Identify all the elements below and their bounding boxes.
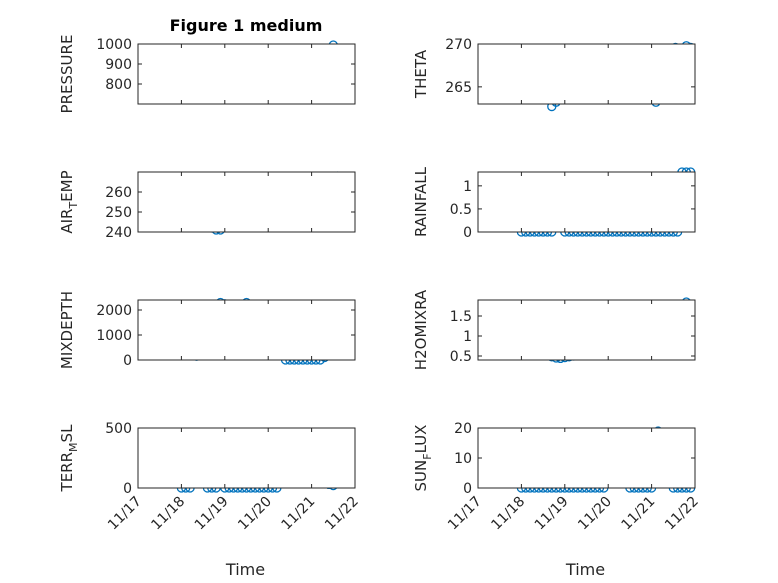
y-axis-label: PRESSURE <box>58 35 76 114</box>
y-axis-label: RAINFALL <box>412 166 430 237</box>
x-tick-label: 11/22 <box>662 494 702 534</box>
figure-title: Figure 1 medium <box>170 16 323 35</box>
y-tick-label: 1000 <box>96 37 132 53</box>
y-tick-label: 500 <box>105 421 132 437</box>
y-tick-label: 250 <box>105 205 132 221</box>
axes-frame <box>137 43 356 105</box>
axes-frame <box>477 299 696 361</box>
y-tick-label: 0 <box>463 225 472 241</box>
y-axis-label: THETA <box>412 49 430 99</box>
y-tick-label: 10 <box>454 451 472 467</box>
subplot-theta: 265 270 THETA <box>412 37 696 112</box>
y-tick-label: 1.5 <box>450 309 472 325</box>
y-tick-label: 0 <box>123 481 132 497</box>
axes-frame <box>477 43 696 105</box>
axes-frame <box>477 171 696 233</box>
y-tick-label: 240 <box>105 225 132 241</box>
y-tick-label: 2000 <box>96 303 132 319</box>
y-tick-label: 270 <box>445 37 472 53</box>
x-axis-label: Time <box>225 560 265 579</box>
x-tick-label: 11/22 <box>322 494 362 534</box>
y-axis-label: H2OMIXRA <box>412 289 430 370</box>
x-tick-label: 11/17 <box>445 494 485 534</box>
subplot-mixdepth: 0 1000 2000 MIXDEPTH <box>58 291 356 369</box>
x-axis-label: Time <box>565 560 605 579</box>
x-tick-label: 11/18 <box>148 494 188 534</box>
x-tick-label: 11/21 <box>279 494 319 534</box>
x-tick-label: 11/18 <box>488 494 528 534</box>
y-axis-label: TERRMSL <box>58 424 80 493</box>
y-tick-label: 900 <box>105 57 132 73</box>
subplot-terr-msl: 0 500 11/17 11/18 11/19 11/20 11/21 11/22 TERRMS… <box>58 421 362 579</box>
y-tick-label: 260 <box>105 185 132 201</box>
y-tick-label: 0 <box>123 353 132 369</box>
x-tick-label: 11/20 <box>575 494 615 534</box>
x-tick-label: 11/21 <box>619 494 659 534</box>
subplot-pressure: 800 900 1000 PRESSURE <box>58 35 356 114</box>
y-tick-label: 265 <box>445 80 472 96</box>
y-tick-label: 0.5 <box>450 202 472 218</box>
y-tick-label: 1 <box>463 329 472 345</box>
axes-frame <box>137 171 356 233</box>
x-tick-label: 11/19 <box>532 494 572 534</box>
x-tick-label: 11/17 <box>105 494 145 534</box>
x-tick-label: 11/20 <box>235 494 275 534</box>
y-tick-label: 800 <box>105 77 132 93</box>
y-tick-label: 0 <box>463 481 472 497</box>
axes-frame <box>477 427 696 489</box>
y-axis-label: MIXDEPTH <box>58 291 76 369</box>
x-tick-label: 11/19 <box>192 494 232 534</box>
axes-frame <box>137 427 356 489</box>
subplot-sun-flux: 0 10 20 11/17 11/18 11/19 11/20 11/21 11/22 SUNFL… <box>412 421 702 579</box>
y-axis-label: AIRTEMP <box>58 170 80 233</box>
y-tick-label: 1 <box>463 179 472 195</box>
y-tick-label: 20 <box>454 421 472 437</box>
axes-frame <box>137 299 356 361</box>
y-axis-label: SUNFLUX <box>412 425 434 492</box>
y-tick-label: 0.5 <box>450 349 472 365</box>
subplot-h2omixra: 0.5 1 1.5 H2OMIXRA <box>412 289 696 370</box>
subplot-air-temp: 240 250 260 AIRTEMP <box>58 170 356 241</box>
subplot-rainfall: 0 0.5 1 RAINFALL <box>412 166 696 241</box>
y-tick-label: 1000 <box>96 328 132 344</box>
